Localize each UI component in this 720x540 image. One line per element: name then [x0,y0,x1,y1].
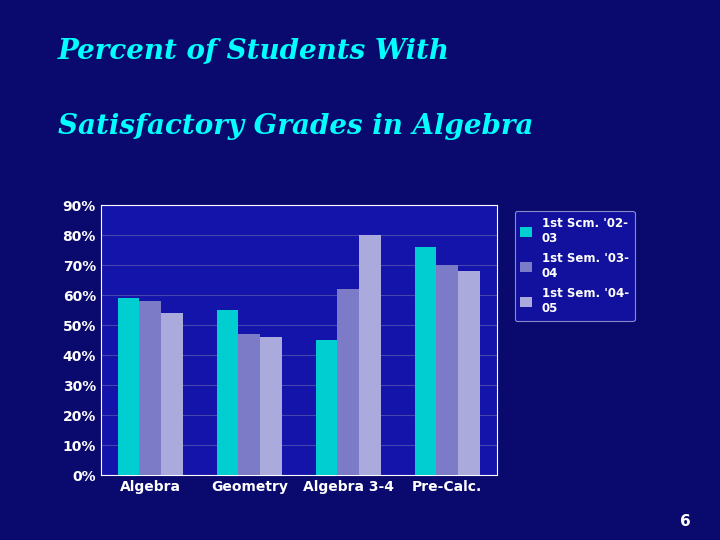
Bar [117,298,140,475]
Bar [415,247,436,475]
Bar [338,289,359,475]
Legend: 1st Scm. '02-
03, 1st Sem. '03-
04, 1st Sem. '04-
05: 1st Scm. '02- 03, 1st Sem. '03- 04, 1st … [515,211,635,321]
Bar [217,310,238,475]
Bar [458,271,480,475]
Bar [161,313,183,475]
Bar [436,265,458,475]
Bar [260,337,282,475]
Bar [238,334,260,475]
Text: 6: 6 [680,514,691,529]
Text: Satisfactory Grades in Algebra: Satisfactory Grades in Algebra [58,113,533,140]
Bar [315,340,338,475]
Bar [359,235,381,475]
Bar [140,301,161,475]
Text: Percent of Students With: Percent of Students With [58,38,449,65]
